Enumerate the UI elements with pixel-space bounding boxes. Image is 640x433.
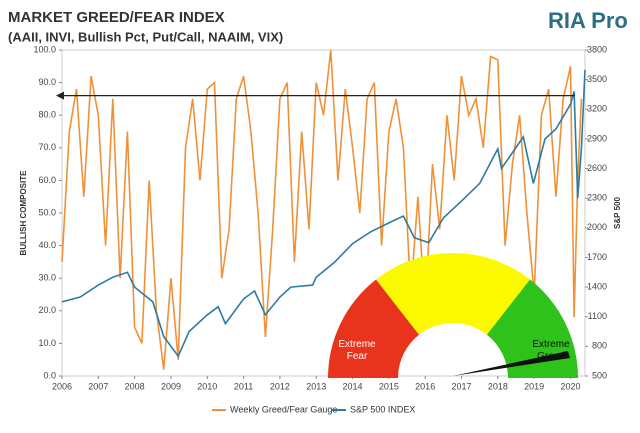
x-tick-label: 2008 [125,381,145,391]
y-tick-label: 30.0 [38,273,56,283]
y-tick-label: 20.0 [38,305,56,315]
x-tick-label: 2015 [379,381,399,391]
gauge-greed-label: Extreme Greed [532,339,570,362]
gauge-segment [328,279,420,378]
x-tick-label: 2010 [197,381,217,391]
y-tick-label: 50.0 [38,207,56,217]
y2-tick-label: 3200 [587,104,607,114]
x-tick-label: 2009 [161,381,181,391]
x-tick-label: 2013 [306,381,326,391]
x-tick-label: 2014 [343,381,363,391]
y-tick-label: 10.0 [38,338,56,348]
y2-axis-label: S&P 500 [613,197,622,229]
y-tick-label: 80.0 [38,110,56,120]
y2-tick-label: 3800 [587,44,607,54]
x-tick-label: 2011 [234,381,253,391]
y2-tick-label: 1100 [588,311,607,321]
y2-tick-label: 2600 [587,163,607,173]
legend-label: Weekly Greed/Fear Gauge [230,404,337,414]
y2-tick-label: 2900 [587,133,607,143]
y2-tick-label: 2300 [587,193,607,203]
y-tick-label: 70.0 [38,142,56,152]
x-tick-label: 2019 [524,381,544,391]
series-line [61,69,586,358]
y-axis-label: BULLISH COMPOSITE [19,170,28,256]
y2-tick-label: 1700 [587,252,607,262]
x-tick-label: 2018 [488,381,508,391]
chart-title: MARKET GREED/FEAR INDEX [8,9,225,26]
y2-tick-label: 1400 [587,281,607,291]
x-tick-label: 2016 [415,381,435,391]
x-tick-label: 2012 [270,381,290,391]
x-tick-label: 2020 [560,381,580,391]
legend-label: S&P 500 INDEX [350,404,415,414]
y-tick-label: 40.0 [38,240,56,250]
gauge-segment [486,279,578,378]
gauge-needle [453,351,570,376]
x-tick-label: 2007 [88,381,108,391]
x-tick-label: 2006 [52,381,72,391]
reference-arrow [56,91,64,100]
gauge-segment [376,252,530,335]
y-tick-label: 60.0 [38,175,56,185]
y2-tick-label: 500 [592,370,607,380]
series-line [61,49,583,370]
y-tick-label: 0.0 [43,370,56,380]
y2-tick-label: 2000 [587,222,607,232]
chart-subtitle: (AAII, INVI, Bullish Pct, Put/Call, NAAI… [8,29,283,44]
y2-tick-label: 3500 [587,74,607,84]
y-tick-label: 90.0 [38,77,56,87]
gauge-fear-label: Extreme Fear [338,339,376,362]
y2-tick-label: 800 [592,341,607,351]
y-tick-label: 100.0 [33,44,56,54]
x-tick-label: 2017 [451,381,471,391]
logo: RIA Pro [548,8,628,33]
